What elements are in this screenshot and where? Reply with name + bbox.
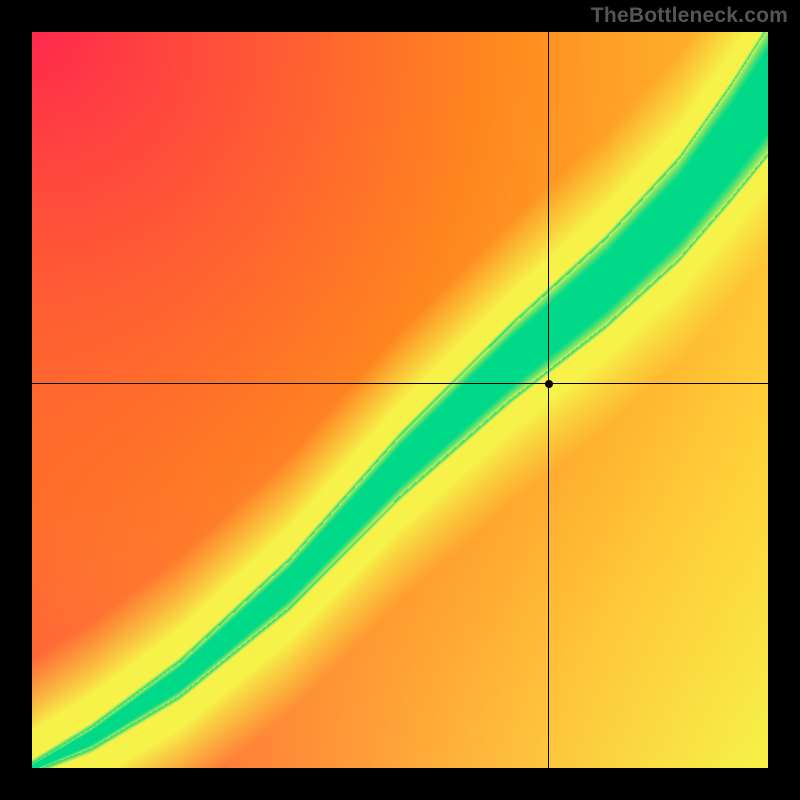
chart-container: TheBottleneck.com bbox=[0, 0, 800, 800]
crosshair-vertical bbox=[548, 32, 549, 768]
heatmap-plot bbox=[32, 32, 768, 768]
crosshair-marker bbox=[545, 380, 553, 388]
attribution-text: TheBottleneck.com bbox=[591, 4, 788, 28]
crosshair-horizontal bbox=[32, 383, 768, 384]
heatmap-canvas bbox=[32, 32, 768, 768]
